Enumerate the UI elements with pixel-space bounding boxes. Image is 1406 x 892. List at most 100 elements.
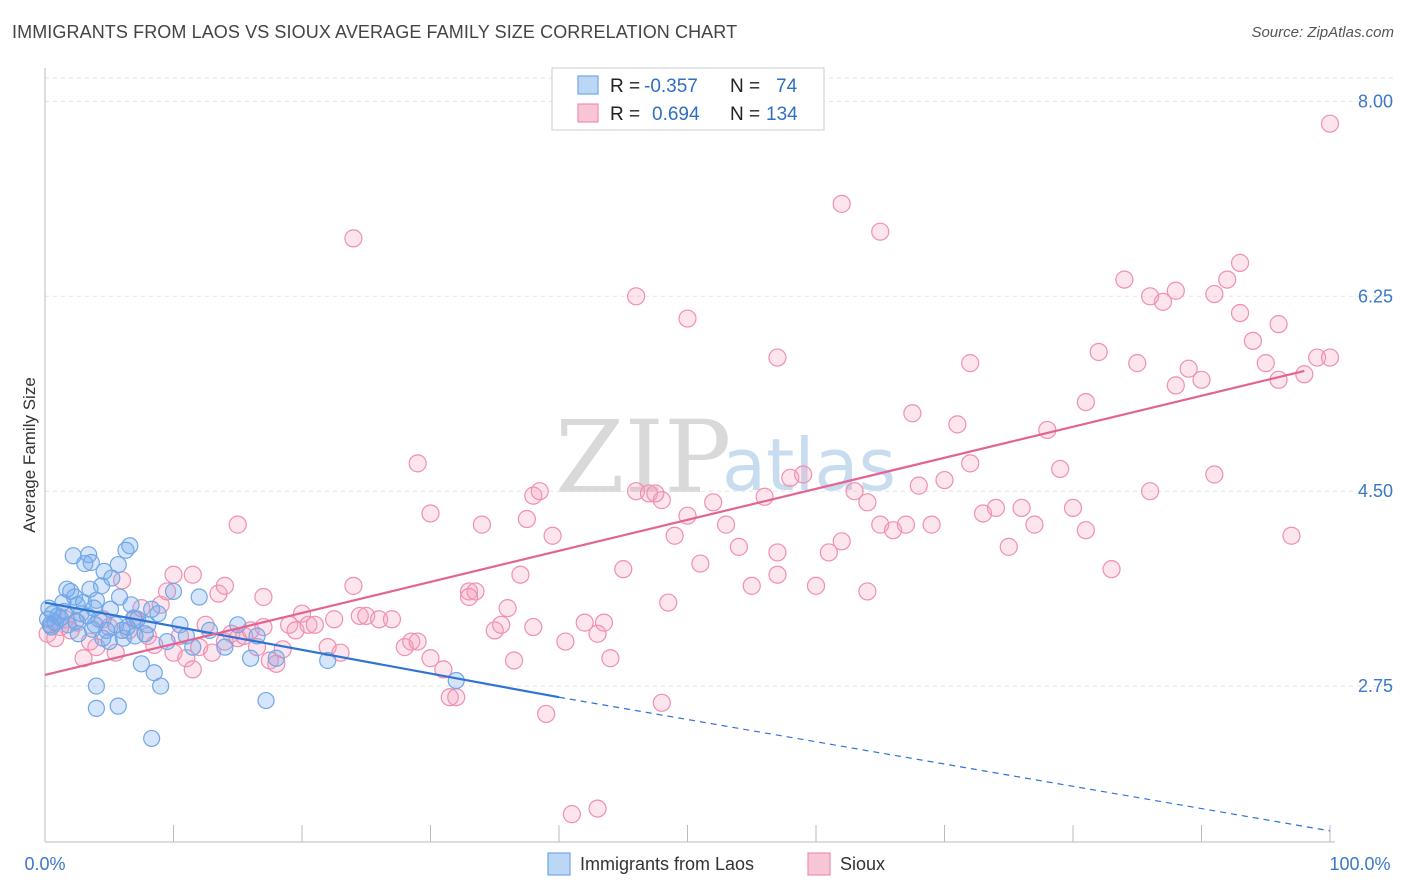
sioux-point-122 xyxy=(1205,465,1224,484)
sioux-point-64 xyxy=(504,651,524,670)
sioux-point-99 xyxy=(909,476,928,495)
sioux-point-120 xyxy=(1179,359,1198,378)
gridlines xyxy=(45,77,1395,687)
sioux-point-124 xyxy=(1230,253,1250,272)
sioux-point-85 xyxy=(729,537,749,556)
x-tick-label-0: 0.0% xyxy=(24,854,65,874)
sioux-point-111 xyxy=(1063,498,1083,517)
sioux-point-42 xyxy=(299,615,318,634)
sioux-point-65 xyxy=(511,565,530,584)
laos-point-69 xyxy=(87,677,106,695)
sioux-point-101 xyxy=(935,470,954,490)
sioux-point-130 xyxy=(1308,348,1327,367)
laos-trend-line-extrapolated xyxy=(558,696,1331,832)
laos-point-72 xyxy=(143,729,161,748)
sioux-point-107 xyxy=(1012,498,1031,517)
bottom-legend-label-sioux: Sioux xyxy=(840,854,885,874)
bottom-legend-label-laos: Immigrants from Laos xyxy=(580,854,754,874)
sioux-point-83 xyxy=(704,493,723,512)
sioux-point-59 xyxy=(459,582,479,601)
sioux-point-45 xyxy=(325,610,344,629)
sioux-point-156 xyxy=(228,515,247,534)
x-tick-marks xyxy=(44,825,1331,842)
legend-n-label-sioux: N = xyxy=(730,104,760,125)
sioux-point-133 xyxy=(652,693,671,712)
laos-point-64 xyxy=(110,588,129,606)
laos-point-56 xyxy=(267,649,285,667)
sioux-point-150 xyxy=(408,454,427,473)
bottom-legend-swatch-sioux xyxy=(807,852,831,876)
sioux-point-152 xyxy=(472,515,491,534)
sioux-point-74 xyxy=(601,649,620,668)
sioux-point-144 xyxy=(1140,287,1160,306)
laos-point-63 xyxy=(86,616,104,634)
laos-point-52 xyxy=(216,638,234,656)
chart-title: IMMIGRANTS FROM LAOS VS SIOUX AVERAGE FA… xyxy=(12,22,738,42)
sioux-point-51 xyxy=(382,610,402,629)
y-tick-label-1: 4.50 xyxy=(1358,481,1393,501)
sioux-point-84 xyxy=(716,515,736,534)
sioux-point-143 xyxy=(1076,393,1095,412)
sioux-point-162 xyxy=(594,613,614,632)
laos-point-40 xyxy=(100,632,118,651)
laos-point-71 xyxy=(109,697,127,715)
sioux-point-91 xyxy=(806,576,826,595)
laos-point-62 xyxy=(67,612,85,631)
sioux-point-158 xyxy=(215,576,234,595)
sioux-point-48 xyxy=(350,606,369,626)
laos-point-18 xyxy=(87,591,106,609)
y-tick-label-3: 8.00 xyxy=(1358,91,1393,111)
laos-point-66 xyxy=(132,655,150,673)
sioux-point-163 xyxy=(768,565,787,584)
sioux-point-53 xyxy=(402,632,421,651)
sioux-point-43 xyxy=(305,615,324,634)
sioux-point-78 xyxy=(652,491,671,510)
sioux-point-115 xyxy=(1115,270,1134,289)
sioux-point-92 xyxy=(819,543,838,562)
sioux-point-98 xyxy=(896,515,916,534)
laos-point-68 xyxy=(152,677,170,695)
sioux-point-136 xyxy=(344,229,363,248)
sioux-point-103 xyxy=(961,454,980,473)
sioux-point-134 xyxy=(858,493,877,512)
sioux-point-68 xyxy=(537,704,556,724)
sioux-point-160 xyxy=(164,565,183,584)
legend-n-sioux: 134 xyxy=(766,104,798,125)
sioux-point-139 xyxy=(832,194,851,213)
sioux-point-149 xyxy=(1320,114,1340,133)
sioux-point-129 xyxy=(1295,365,1314,384)
sioux-point-119 xyxy=(1166,376,1185,395)
sioux-point-72 xyxy=(575,613,594,632)
sioux-point-50 xyxy=(370,610,389,629)
top-legend: R = -0.357 N = 74 R = 0.694 N = 134 xyxy=(551,67,825,131)
laos-point-24 xyxy=(82,553,100,572)
sioux-point-113 xyxy=(1089,342,1108,362)
sioux-point-20 xyxy=(157,582,177,601)
laos-point-29 xyxy=(103,569,121,587)
sioux-point-66 xyxy=(517,509,536,529)
legend-r-sioux: 0.694 xyxy=(652,104,700,125)
sioux-point-82 xyxy=(691,554,710,573)
legend-r-laos: -0.357 xyxy=(644,76,698,97)
sioux-point-135 xyxy=(903,404,922,423)
sioux-point-73 xyxy=(588,624,607,643)
sioux-point-93 xyxy=(832,532,851,551)
sioux-point-123 xyxy=(1218,270,1237,289)
sioux-point-105 xyxy=(986,498,1006,517)
laos-point-23 xyxy=(76,554,94,573)
legend-r-label-laos: R = xyxy=(610,76,640,97)
laos-point-50 xyxy=(190,588,208,606)
sioux-point-57 xyxy=(440,688,459,707)
sioux-point-90 xyxy=(794,465,813,484)
sioux-point-147 xyxy=(1230,303,1250,323)
laos-point-54 xyxy=(242,649,260,667)
legend-n-laos: 74 xyxy=(776,76,798,97)
sioux-point-23 xyxy=(177,649,196,668)
sioux-point-132 xyxy=(524,617,543,637)
laos-point-6 xyxy=(42,618,61,636)
watermark-atlas: atlas xyxy=(722,423,896,507)
sioux-point-142 xyxy=(961,354,980,373)
sioux-point-2 xyxy=(46,629,65,648)
sioux-point-63 xyxy=(498,599,517,618)
